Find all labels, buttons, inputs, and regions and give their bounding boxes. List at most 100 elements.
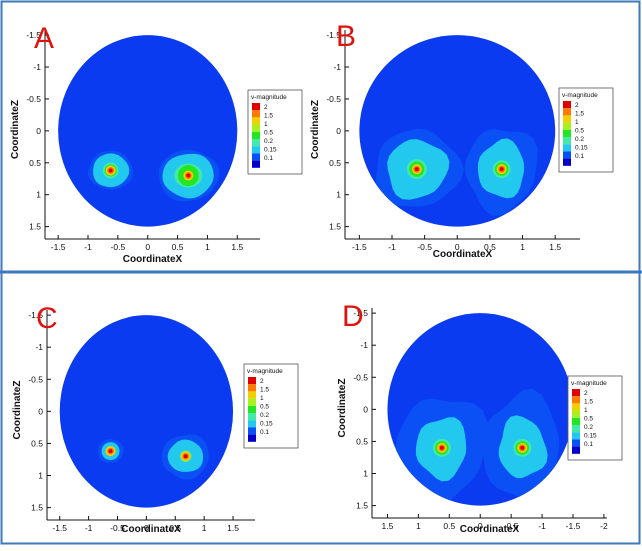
legend-swatch <box>248 427 256 435</box>
axes: -1.5 -1 -0.5 0 0.5 1 1.5 -1.5 -1 -0.5 0 0.5 1 1.5 <box>326 30 580 252</box>
legend-title: v-magnitude <box>247 368 283 375</box>
legend-level-label: 0.2 <box>575 136 584 143</box>
y-tick-label: -0.5 <box>353 372 368 382</box>
legend-swatch <box>563 137 571 145</box>
source-1 <box>88 150 134 190</box>
y-tick-label: -1.5 <box>28 310 43 320</box>
legend-swatch <box>248 413 256 421</box>
x-tick-label: 1.5 <box>549 242 561 252</box>
panel-b: -1.5 -1 -0.5 0 0.5 1 1.5-1.5-1-0.500.511.5Coor… <box>310 20 614 260</box>
legend-level-label: 0.15 <box>264 147 277 154</box>
y-tick-label: 1 <box>36 190 41 200</box>
x-axis-label: CoordinateX <box>433 249 493 260</box>
legend-swatch <box>572 425 580 433</box>
legend-swatch <box>563 122 571 130</box>
legend-level-label: 1.5 <box>584 399 593 406</box>
x-tick-label: -1 <box>538 521 546 531</box>
domain-circle <box>58 35 238 227</box>
legend-swatch <box>563 144 571 152</box>
legend-swatch <box>248 434 256 442</box>
x-tick-label: -1.5 <box>566 521 581 531</box>
legend-level-label: 0.15 <box>584 433 597 440</box>
y-tick-label: 0.5 <box>329 158 341 168</box>
axes: -1.5 -1 -0.5 0 0.5 1 1.5 -1.5 -1 -0.5 0 0.5 1 1.5 <box>28 310 255 533</box>
x-tick-label: -0.5 <box>111 242 126 252</box>
axes: 1.5 1 0.5 0 -0.5 -1 -1.5 -2-1.5-1-0.500.511.5 <box>353 308 608 531</box>
contour-level-2 <box>414 167 419 172</box>
y-tick-label: 1 <box>336 190 341 200</box>
y-tick-label: 0 <box>38 406 43 416</box>
contour-field <box>88 149 220 202</box>
panel-letter: B <box>336 20 356 53</box>
x-tick-label: -1.5 <box>51 242 66 252</box>
legend-swatch <box>252 139 260 147</box>
legend-level-label: 0.15 <box>260 421 273 428</box>
x-tick-label: -2 <box>600 521 608 531</box>
contour-level-2 <box>108 168 113 173</box>
legend: v-magnitude 2 1.51 0.50.2 0.150.1 <box>558 87 614 173</box>
source-2 <box>158 149 220 202</box>
legend: v-magnitude 2 1.51 0.50.2 0.150.1 <box>567 375 623 461</box>
contour-level-2 <box>499 167 504 172</box>
legend-level-label: 1.5 <box>575 111 584 118</box>
legend-level-label: 2 <box>575 102 579 109</box>
legend-title: v-magnitude <box>571 380 607 387</box>
contour-field <box>376 128 538 216</box>
source-1 <box>97 439 124 464</box>
legend-level-label: 0.5 <box>584 416 593 423</box>
x-tick-label: 0.5 <box>443 521 455 531</box>
x-tick-label: 0.5 <box>169 523 181 533</box>
legend-swatch <box>248 420 256 428</box>
legend-level-label: 1 <box>260 395 264 402</box>
y-tick-label: 1 <box>363 469 368 479</box>
contour-level-2 <box>520 445 525 450</box>
legend-level-label: 1.5 <box>264 113 273 120</box>
axes: -1.5 -1 -0.5 0 0.5 1 1.5 -1.5 -1 -0.5 0 0.5 1 1.5 <box>26 30 260 252</box>
legend-level-label: 1.5 <box>260 387 269 394</box>
x-tick-label: 0 <box>144 523 149 533</box>
legend-level-label: 0.2 <box>584 424 593 431</box>
y-tick-label: -1 <box>33 62 41 72</box>
x-tick-label: 1 <box>202 523 207 533</box>
panel-letter: A <box>34 22 54 55</box>
source-2 <box>464 129 538 216</box>
legend: v-magnitude 2 1.51 0.50.2 0.150.1 <box>247 89 303 175</box>
source-2 <box>482 388 560 504</box>
source-1 <box>376 128 464 207</box>
y-tick-label: -1.5 <box>353 308 368 318</box>
legend-swatch <box>572 432 580 440</box>
legend-title: v-magnitude <box>562 92 598 99</box>
legend-swatch <box>252 146 260 154</box>
y-tick-label: 1.5 <box>356 501 368 511</box>
legend-swatch <box>572 403 580 411</box>
y-tick-label: -1.5 <box>26 30 41 40</box>
y-tick-label: 1 <box>38 471 43 481</box>
legend-swatch <box>248 405 256 413</box>
legend-level-label: 0.15 <box>575 145 588 152</box>
legend: v-magnitude 2 1.51 0.50.2 0.150.1 <box>243 363 299 449</box>
contour-level-2 <box>186 173 191 178</box>
legend-swatch <box>572 439 580 447</box>
y-tick-label: 0.5 <box>356 436 368 446</box>
legend-swatch <box>563 108 571 116</box>
x-tick-label: -1.5 <box>52 523 67 533</box>
legend-swatch <box>563 115 571 123</box>
legend-swatch <box>252 153 260 161</box>
legend-level-label: 2 <box>260 378 264 385</box>
y-tick-label: 0 <box>336 126 341 136</box>
contour-level-2 <box>439 445 444 450</box>
legend-swatch <box>248 384 256 392</box>
x-tick-label: -1 <box>388 242 396 252</box>
y-axis-label: CoordinateZ <box>310 100 321 159</box>
y-tick-label: -1 <box>333 62 341 72</box>
legend-level-label: 0.1 <box>584 441 593 448</box>
x-tick-label: -1 <box>84 242 92 252</box>
y-tick-label: 0.5 <box>31 438 43 448</box>
legend-level-label: 2 <box>584 390 588 397</box>
legend-swatch <box>572 446 580 454</box>
legend-swatch <box>563 101 571 109</box>
legend-swatch <box>252 124 260 132</box>
legend-level-label: 0.2 <box>260 412 269 419</box>
legend-title: v-magnitude <box>251 94 287 101</box>
